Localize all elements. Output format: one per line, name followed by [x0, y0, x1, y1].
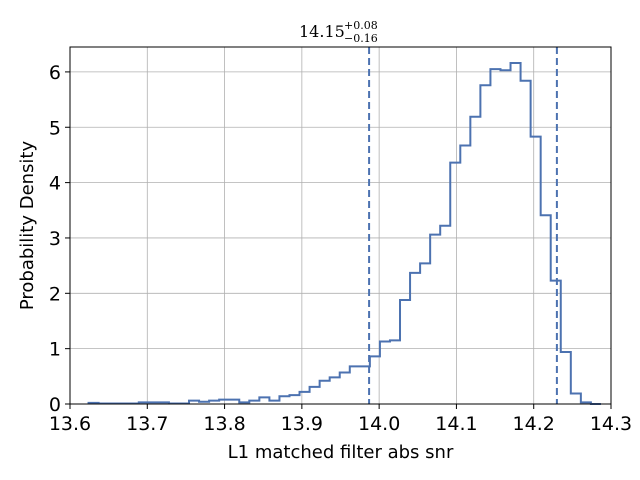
y-tick-label: 1: [49, 339, 61, 361]
x-tick-label: 13.9: [281, 413, 323, 435]
chart-title-upper-error: +0.08: [344, 19, 378, 32]
x-tick-label: 13.6: [49, 413, 91, 435]
y-axis-label: Probability Density: [17, 141, 38, 311]
x-tick-label: 14.2: [513, 413, 555, 435]
x-axis-label: L1 matched filter abs snr: [228, 442, 454, 463]
y-tick-label: 6: [49, 62, 61, 84]
x-tick-label: 13.7: [126, 413, 168, 435]
y-tick-label: 3: [49, 228, 61, 250]
x-tick-label: 14.1: [435, 413, 477, 435]
y-tick-label: 0: [49, 394, 61, 416]
ticks: 13.6 13.7 13.8 13.9 14.0 14.1 14.2 14.3 0 1 2 3 4 5 6: [49, 62, 632, 435]
grid-lines: [69, 47, 612, 405]
axes-frame: [69, 46, 612, 405]
y-tick-label: 5: [49, 117, 61, 139]
x-tick-label: 14.0: [358, 413, 400, 435]
plot-area: [87, 47, 601, 405]
y-tick-label: 2: [49, 283, 61, 305]
chart-title: 14.15: [299, 22, 345, 41]
chart-title-lower-error: −0.16: [344, 32, 378, 45]
y-tick-label: 4: [49, 173, 61, 195]
x-tick-label: 13.8: [203, 413, 245, 435]
x-tick-label: 14.3: [590, 413, 632, 435]
histogram-series: [87, 62, 601, 405]
